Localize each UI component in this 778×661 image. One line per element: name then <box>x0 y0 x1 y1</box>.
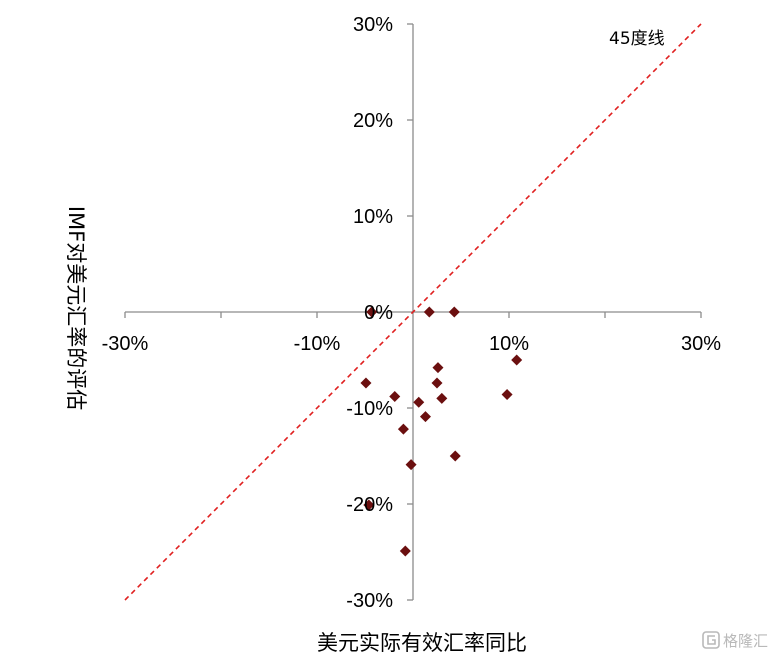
reference-line-label: 45度线 <box>609 29 665 49</box>
watermark: 格隆汇 <box>702 631 768 650</box>
reference-line-45 <box>124 23 702 601</box>
data-point <box>397 423 409 435</box>
x-tick-label: 10% <box>489 333 529 355</box>
data-point <box>511 354 523 366</box>
y-tick-label: -10% <box>346 398 393 420</box>
data-point <box>448 306 460 318</box>
watermark-text: 格隆汇 <box>723 632 768 650</box>
data-point <box>419 411 431 423</box>
y-tick-label: -30% <box>346 590 393 612</box>
x-tick-label: -30% <box>102 333 149 355</box>
y-tick-label: 20% <box>353 110 393 132</box>
data-point <box>389 390 401 402</box>
data-point <box>363 499 375 511</box>
y-tick-label: 0% <box>364 302 393 324</box>
data-point <box>423 306 435 318</box>
y-tick-label: -20% <box>346 494 393 516</box>
data-point <box>431 377 443 389</box>
y-tick-label: 30% <box>353 14 393 36</box>
data-points <box>360 306 523 557</box>
x-tick-label: 30% <box>681 333 721 355</box>
x-tick-label: -10% <box>294 333 341 355</box>
data-point <box>399 545 411 557</box>
tick-labels: -30% -10% 10% 30% 30% 20% 10% 0% -10% -20% -30% <box>102 14 722 612</box>
data-point <box>432 362 444 374</box>
data-point <box>449 450 461 462</box>
data-point <box>413 396 425 408</box>
y-axis-title: IMF对美元汇率的评估 <box>64 206 88 410</box>
glh-logo-icon <box>702 631 720 649</box>
data-point <box>366 306 378 318</box>
y-tick-label: 10% <box>353 206 393 228</box>
x-axis-title: 美元实际有效汇率同比 <box>317 631 527 655</box>
reference-line-layer <box>124 23 702 601</box>
data-point <box>405 459 417 471</box>
data-point <box>360 377 372 389</box>
data-point <box>501 389 513 401</box>
data-point <box>436 392 448 404</box>
